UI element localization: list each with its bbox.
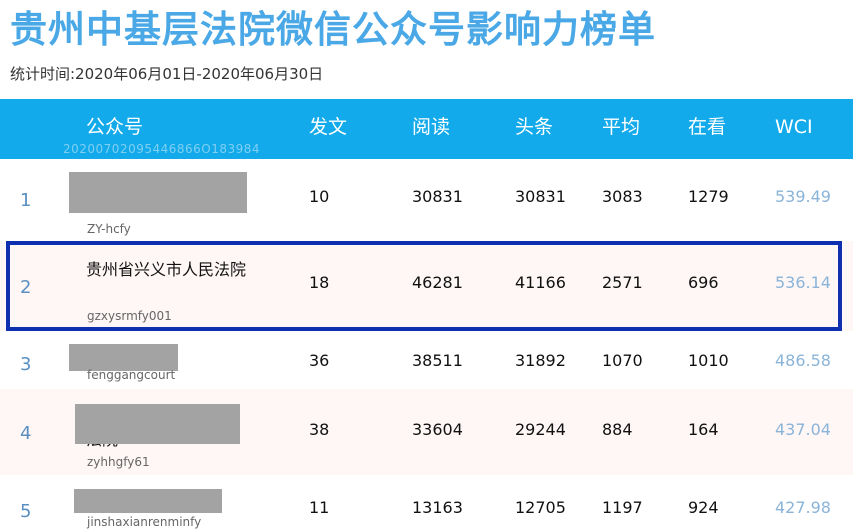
table-row[interactable]: 3 fenggangcourt 36 38511 31892 1070 1010… [0, 331, 853, 389]
headline-value: 31892 [515, 351, 566, 370]
reads-value: 13163 [412, 498, 463, 517]
watching-value: 696 [688, 273, 719, 292]
col-wci: WCI [775, 116, 813, 138]
account-id: fenggangcourt [87, 368, 176, 382]
col-average: 平均 [602, 116, 641, 138]
average-value: 884 [602, 420, 633, 439]
average-value: 3083 [602, 187, 643, 206]
col-reads: 阅读 [412, 116, 451, 138]
headline-value: 29244 [515, 420, 566, 439]
page-title: 贵州中基层法院微信公众号影响力榜单 [10, 8, 656, 51]
wci-value: 539.49 [775, 187, 831, 206]
table-row[interactable]: 1 ZY-hcfy 10 30831 30831 3083 1279 539.4… [0, 159, 853, 241]
average-value: 1197 [602, 498, 643, 517]
rank: 2 [20, 277, 32, 298]
posts-value: 38 [309, 420, 330, 439]
watching-value: 1279 [688, 187, 729, 206]
col-posts: 发文 [309, 116, 348, 138]
posts-value: 36 [309, 351, 330, 370]
account-id: zyhhgfy61 [87, 455, 150, 469]
watching-value: 164 [688, 420, 719, 439]
reads-value: 30831 [412, 187, 463, 206]
headline-value: 12705 [515, 498, 566, 517]
redacted-name [75, 404, 240, 444]
average-value: 2571 [602, 273, 643, 292]
table-row[interactable]: 2 贵州省兴义市人民法院 gzxysrmfy001 18 46281 41166… [0, 241, 853, 331]
table-row[interactable]: 4 法院 zyhhgfy61 38 33604 29244 884 164 43… [0, 389, 853, 475]
date-range: 统计时间:2020年06月01日-2020年06月30日 [10, 65, 324, 83]
rank: 3 [20, 354, 32, 375]
account-id: jinshaxianrenminfy [87, 515, 202, 529]
wci-value: 427.98 [775, 498, 831, 517]
wci-value: 536.14 [775, 273, 831, 292]
account-name: 贵州省兴义市人民法院 [86, 260, 247, 279]
col-account: 公众号 [86, 116, 144, 138]
col-headline: 头条 [515, 116, 554, 138]
col-watching: 在看 [688, 116, 727, 138]
account-id: ZY-hcfy [87, 222, 131, 236]
reads-value: 38511 [412, 351, 463, 370]
headline-value: 41166 [515, 273, 566, 292]
rank: 1 [20, 190, 32, 211]
posts-value: 10 [309, 187, 330, 206]
redacted-name [69, 344, 178, 371]
watermark-code: 20200702095446866O183984 [63, 142, 261, 156]
redacted-name [74, 489, 222, 513]
wci-value: 437.04 [775, 420, 831, 439]
posts-value: 11 [309, 498, 330, 517]
redacted-name [69, 172, 247, 213]
reads-value: 46281 [412, 273, 463, 292]
headline-value: 30831 [515, 187, 566, 206]
watching-value: 924 [688, 498, 719, 517]
account-id: gzxysrmfy001 [87, 309, 172, 323]
watching-value: 1010 [688, 351, 729, 370]
reads-value: 33604 [412, 420, 463, 439]
average-value: 1070 [602, 351, 643, 370]
table-row[interactable]: 5 jinshaxianrenminfy 11 13163 12705 1197… [0, 475, 853, 532]
rank: 4 [20, 423, 32, 444]
posts-value: 18 [309, 273, 330, 292]
wci-value: 486.58 [775, 351, 831, 370]
rank: 5 [20, 501, 32, 522]
table-header: 公众号 发文 阅读 头条 平均 在看 WCI 20200702095446866… [0, 99, 853, 159]
